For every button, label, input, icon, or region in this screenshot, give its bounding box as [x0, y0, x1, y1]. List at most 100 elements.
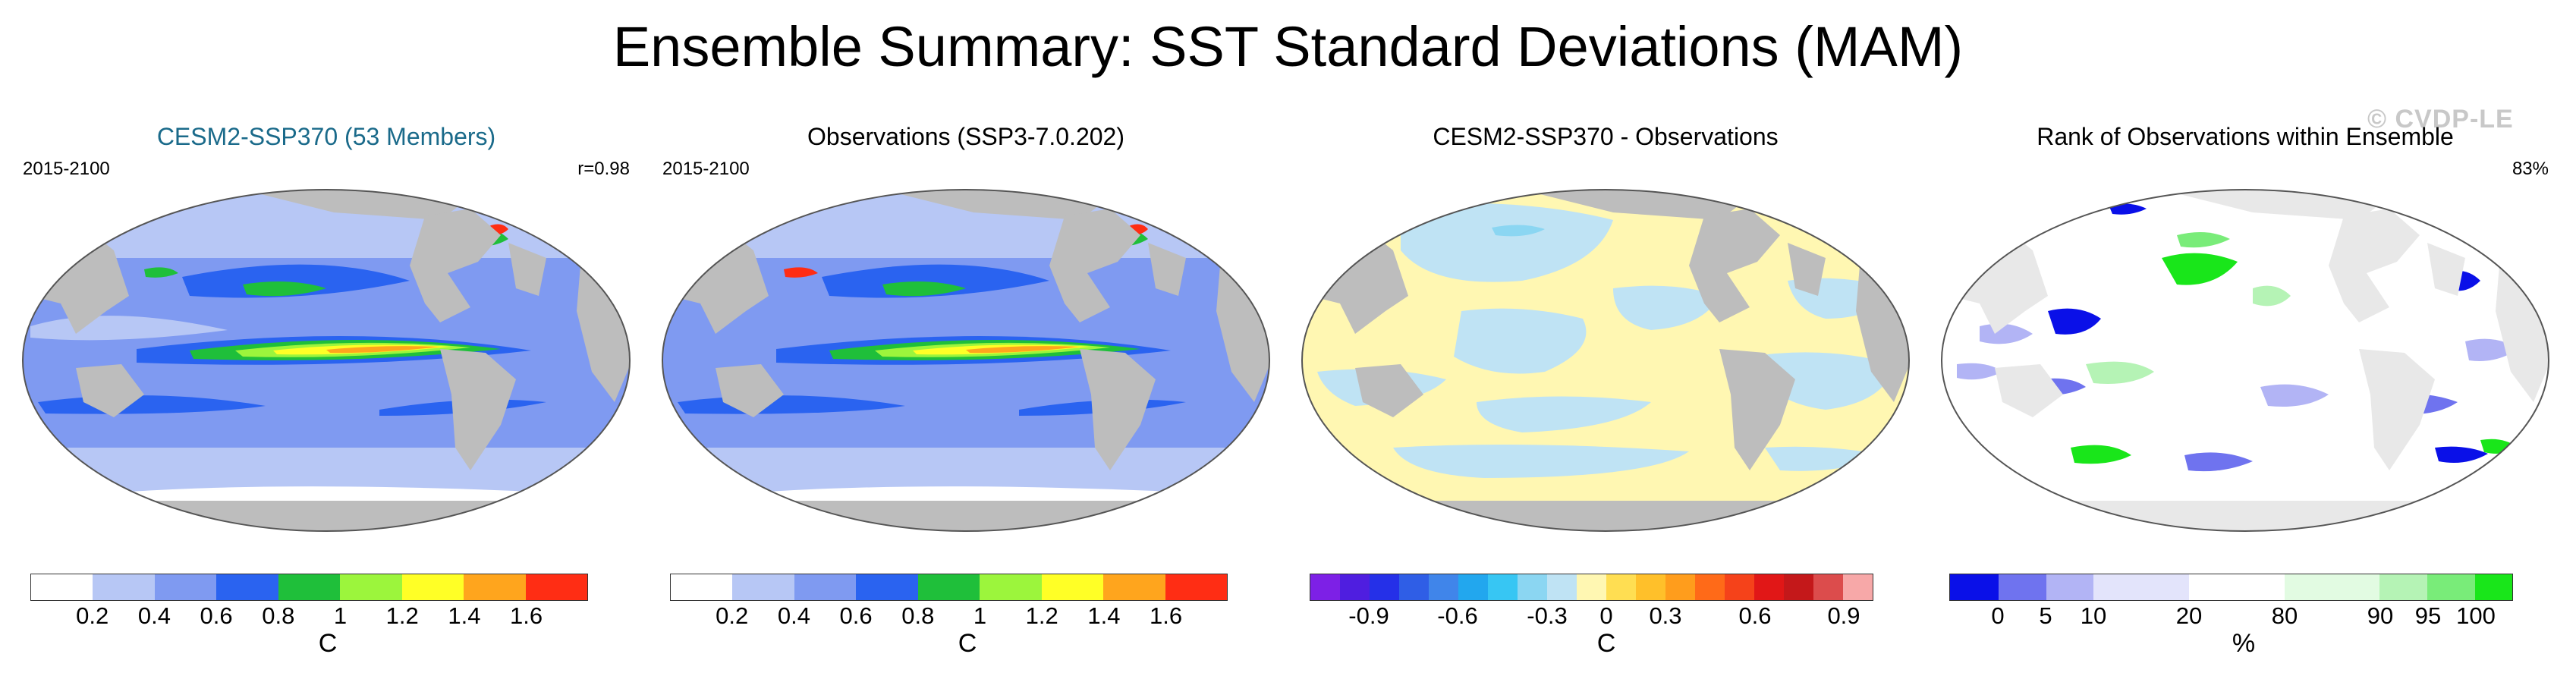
- colorbar-swatch: [1165, 574, 1227, 600]
- colorbar-tick: 0.9: [1827, 602, 1860, 629]
- colorbar-units: C: [318, 629, 338, 658]
- panel-title: Observations (SSP3-7.0.202): [807, 123, 1124, 150]
- colorbar-swatch: [1458, 574, 1488, 600]
- colorbar-swatch: [1518, 574, 1547, 600]
- colorbar-swatch: [1310, 574, 1340, 600]
- colorbar-tick: 0.8: [262, 602, 295, 629]
- colorbar: [1949, 574, 2513, 601]
- colorbar-tick: 5: [2039, 602, 2052, 629]
- colorbar-swatch: [1399, 574, 1429, 600]
- colorbar-tick: 95: [2414, 602, 2442, 629]
- panel-observations: Observations (SSP3-7.0.202) 2015-2100: [655, 121, 1277, 676]
- colorbar-swatch: [1577, 574, 1606, 600]
- colorbar-swatch: [1784, 574, 1813, 600]
- colorbar-units: %: [2232, 629, 2256, 658]
- colorbar-ticks: 0 5 10 20 80 90 95 100: [1949, 598, 2513, 640]
- colorbar-units: C: [1596, 629, 1616, 658]
- percent-label: 83%: [2512, 159, 2549, 179]
- colorbar-tick: 1.2: [1025, 602, 1058, 629]
- colorbar-tick: 20: [2175, 602, 2203, 629]
- panel-model: CESM2-SSP370 (53 Members) 2015-2100 r=0.…: [15, 121, 637, 676]
- colorbar-swatch: [1370, 574, 1399, 600]
- colorbar-tick: -0.9: [1348, 602, 1389, 629]
- colorbar-swatch: [917, 574, 980, 600]
- colorbar-swatch: [2189, 574, 2285, 600]
- colorbar-swatch: [340, 574, 402, 600]
- colorbar-swatch: [1103, 574, 1165, 600]
- colorbar-swatch: [732, 574, 794, 600]
- panel-title: Rank of Observations within Ensemble: [2037, 123, 2454, 150]
- colorbar-tick: 1: [333, 602, 348, 629]
- colorbar-swatch: [1695, 574, 1725, 600]
- colorbar-swatch: [1813, 574, 1843, 600]
- sst-std-map: [662, 189, 1270, 532]
- colorbar-ticks: 0.2 0.4 0.6 0.8 1 1.2 1.4 1.6: [670, 598, 1228, 640]
- colorbar-swatch: [2046, 574, 2094, 600]
- colorbar-ticks: -0.9 -0.6 -0.3 0 0.3 0.6 0.9: [1310, 598, 1873, 640]
- panel-rank: Rank of Observations within Ensemble 83%: [1934, 121, 2556, 676]
- colorbar-tick: 0.4: [137, 602, 171, 629]
- colorbar-ticks: 0.2 0.4 0.6 0.8 1 1.2 1.4 1.6: [30, 598, 588, 640]
- colorbar-swatch: [93, 574, 155, 600]
- colorbar-tick: 1.6: [510, 602, 543, 629]
- rank-map: [1941, 189, 2549, 532]
- colorbar-tick: 0.2: [76, 602, 109, 629]
- colorbar-swatch: [1606, 574, 1636, 600]
- colorbar-tick: 0.6: [200, 602, 233, 629]
- colorbar-swatch: [1429, 574, 1458, 600]
- colorbar-swatch: [856, 574, 918, 600]
- colorbar-swatch: [1998, 574, 2046, 600]
- colorbar-tick: 100: [2456, 602, 2496, 629]
- colorbar: [670, 574, 1228, 601]
- colorbar-tick: 1: [973, 602, 987, 629]
- colorbar-tick: 0.2: [716, 602, 749, 629]
- colorbar-swatch: [671, 574, 733, 600]
- colorbar-swatch: [1488, 574, 1518, 600]
- colorbar-tick: 1.4: [1087, 602, 1121, 629]
- colorbar-swatch: [1754, 574, 1784, 600]
- sst-difference-map: [1301, 189, 1910, 532]
- colorbar-tick: 1.6: [1150, 602, 1183, 629]
- watermark: © CVDP-LE: [2367, 105, 2514, 134]
- pattern-correlation-label: r=0.98: [577, 159, 630, 179]
- period-label: 2015-2100: [662, 159, 750, 179]
- colorbar-tick: 0: [1599, 602, 1613, 629]
- colorbar-tick: -0.3: [1527, 602, 1568, 629]
- colorbar: [30, 574, 588, 601]
- colorbar-swatch: [401, 574, 464, 600]
- colorbar-swatch: [980, 574, 1042, 600]
- colorbar-swatch: [1041, 574, 1104, 600]
- colorbar-swatch: [1340, 574, 1370, 600]
- colorbar-tick: 1.4: [448, 602, 481, 629]
- colorbar-tick: 0.4: [777, 602, 810, 629]
- sst-std-map: [22, 189, 631, 532]
- colorbar-swatch: [794, 574, 857, 600]
- colorbar-tick: 0: [1991, 602, 2005, 629]
- colorbar-swatch: [278, 574, 341, 600]
- colorbar-swatch: [2427, 574, 2476, 600]
- colorbar-swatch: [1950, 574, 1999, 600]
- colorbar-tick: -0.6: [1437, 602, 1478, 629]
- figure-title: Ensemble Summary: SST Standard Deviation…: [612, 15, 1964, 78]
- colorbar-tick: 0.6: [839, 602, 873, 629]
- colorbar-tick: 0.3: [1649, 602, 1682, 629]
- colorbar-swatch: [1547, 574, 1577, 600]
- colorbar-tick: 1.2: [385, 602, 419, 629]
- colorbar-swatch: [525, 574, 587, 600]
- period-label: 2015-2100: [23, 159, 110, 179]
- colorbar-tick: 10: [2080, 602, 2107, 629]
- colorbar-tick: 90: [2367, 602, 2394, 629]
- colorbar-tick: 80: [2271, 602, 2298, 629]
- panel-title: CESM2-SSP370 (53 Members): [156, 123, 496, 150]
- panel-title: CESM2-SSP370 - Observations: [1433, 123, 1779, 150]
- colorbar-swatch: [154, 574, 217, 600]
- colorbar-units: C: [958, 629, 977, 658]
- colorbar-tick: 0.8: [901, 602, 935, 629]
- colorbar: [1310, 574, 1873, 601]
- colorbar-swatch: [31, 574, 93, 600]
- colorbar-swatch: [1843, 574, 1873, 600]
- colorbar-swatch: [1665, 574, 1695, 600]
- colorbar-swatch: [1725, 574, 1754, 600]
- colorbar-swatch: [464, 574, 526, 600]
- colorbar-swatch: [2379, 574, 2428, 600]
